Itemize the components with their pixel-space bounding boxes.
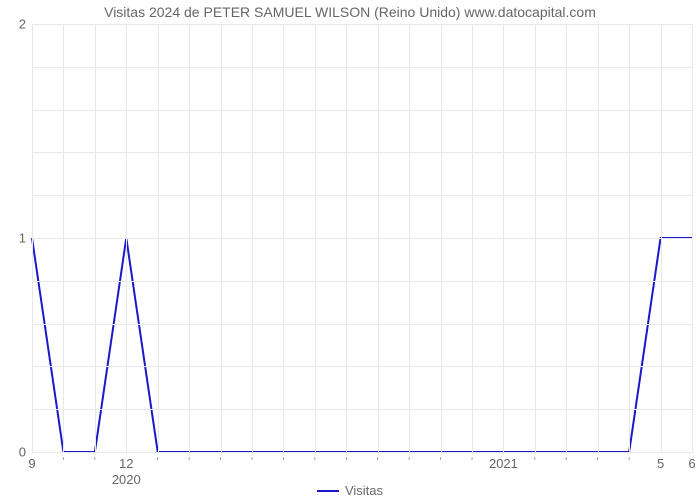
chart-container: { "chart": { "type": "line", "title": "V…	[0, 0, 700, 500]
xtick-minor: '	[157, 456, 159, 468]
xtick-minor: '	[345, 456, 347, 468]
xtick-minor: '	[220, 456, 222, 468]
xtick-minor: '	[377, 456, 379, 468]
gridline-h-minor	[32, 67, 692, 68]
xtick-minor: '	[94, 456, 96, 468]
gridline-v	[566, 24, 567, 452]
gridline-v	[503, 24, 504, 452]
gridline-v	[378, 24, 379, 452]
gridline-h-minor	[32, 281, 692, 282]
gridline-v	[409, 24, 410, 452]
gridline-v	[189, 24, 190, 452]
xtick-minor: '	[62, 456, 64, 468]
gridline-v	[346, 24, 347, 452]
gridline-v	[661, 24, 662, 452]
axis-bottom	[32, 452, 692, 453]
xtick-minor: '	[282, 456, 284, 468]
legend-label: Visitas	[345, 483, 383, 498]
xtick-minor: '	[597, 456, 599, 468]
gridline-h	[32, 238, 692, 239]
xtick-minor: '	[440, 456, 442, 468]
xtick-minor: '	[314, 456, 316, 468]
gridline-v	[252, 24, 253, 452]
gridline-v	[692, 24, 693, 452]
gridline-v	[158, 24, 159, 452]
legend: Visitas	[0, 482, 700, 498]
xtick-label: 9	[28, 456, 35, 471]
gridline-h-minor	[32, 195, 692, 196]
xtick-label: 6	[688, 456, 695, 471]
xtick-label: 2021	[489, 456, 518, 471]
gridline-v	[283, 24, 284, 452]
plot-area: 012'''''''''''''''''9122021562020	[32, 24, 692, 452]
gridline-h-minor	[32, 324, 692, 325]
gridline-v	[63, 24, 64, 452]
gridline-v	[315, 24, 316, 452]
gridline-v	[126, 24, 127, 452]
xtick-minor: '	[471, 456, 473, 468]
gridline-v	[598, 24, 599, 452]
gridline-v	[441, 24, 442, 452]
gridline-v	[629, 24, 630, 452]
xtick-minor: '	[534, 456, 536, 468]
ytick-label: 0	[19, 445, 26, 460]
chart-title: Visitas 2024 de PETER SAMUEL WILSON (Rei…	[0, 4, 700, 20]
gridline-h-minor	[32, 152, 692, 153]
axis-left	[32, 24, 33, 452]
gridline-h-minor	[32, 409, 692, 410]
xtick-label: 5	[657, 456, 664, 471]
gridline-h	[32, 24, 692, 25]
legend-swatch	[317, 490, 339, 492]
gridline-v	[95, 24, 96, 452]
xtick-minor: '	[565, 456, 567, 468]
gridline-h-minor	[32, 366, 692, 367]
gridline-v	[472, 24, 473, 452]
gridline-v	[221, 24, 222, 452]
xtick-minor: '	[188, 456, 190, 468]
xtick-minor: '	[251, 456, 253, 468]
xtick-minor: '	[628, 456, 630, 468]
xtick-minor: '	[408, 456, 410, 468]
xtick-label: 12	[119, 456, 133, 471]
ytick-label: 1	[19, 231, 26, 246]
ytick-label: 2	[19, 17, 26, 32]
gridline-h-minor	[32, 110, 692, 111]
gridline-v	[535, 24, 536, 452]
series-path	[32, 238, 692, 452]
